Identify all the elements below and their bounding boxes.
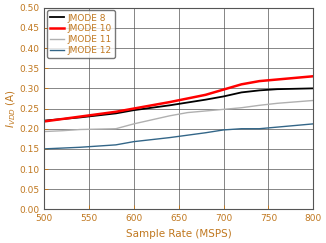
JMODE 12 [240, 127, 244, 130]
JMODE 8 [114, 112, 118, 115]
Y-axis label: $I_{VDD}$ (A): $I_{VDD}$ (A) [4, 89, 18, 128]
JMODE 8 [258, 89, 261, 92]
Line: JMODE 11: JMODE 11 [44, 100, 313, 131]
JMODE 10 [114, 110, 118, 113]
JMODE 12 [150, 138, 154, 141]
JMODE 10 [258, 80, 261, 83]
JMODE 8 [132, 109, 136, 112]
JMODE 11 [311, 99, 315, 102]
JMODE 8 [168, 104, 172, 107]
JMODE 8 [42, 119, 46, 122]
JMODE 10 [204, 93, 208, 96]
JMODE 11 [204, 110, 208, 113]
JMODE 12 [42, 148, 46, 150]
JMODE 12 [204, 131, 208, 134]
Line: JMODE 8: JMODE 8 [44, 88, 313, 121]
JMODE 8 [60, 118, 64, 121]
JMODE 8 [186, 101, 190, 104]
JMODE 10 [275, 78, 279, 81]
X-axis label: Sample Rate (MSPS): Sample Rate (MSPS) [126, 229, 231, 239]
JMODE 12 [186, 134, 190, 137]
JMODE 11 [114, 127, 118, 130]
JMODE 11 [78, 128, 82, 131]
JMODE 8 [311, 87, 315, 90]
Line: JMODE 12: JMODE 12 [44, 124, 313, 149]
JMODE 12 [114, 143, 118, 146]
JMODE 11 [96, 128, 100, 130]
JMODE 8 [78, 116, 82, 119]
JMODE 10 [150, 104, 154, 107]
JMODE 10 [168, 101, 172, 104]
JMODE 10 [96, 113, 100, 116]
JMODE 12 [275, 126, 279, 129]
JMODE 11 [132, 122, 136, 125]
JMODE 8 [275, 88, 279, 91]
JMODE 8 [150, 106, 154, 109]
JMODE 12 [96, 145, 100, 148]
JMODE 11 [42, 130, 46, 133]
JMODE 11 [168, 114, 172, 117]
JMODE 10 [60, 118, 64, 121]
JMODE 12 [168, 136, 172, 139]
JMODE 12 [132, 140, 136, 143]
JMODE 11 [186, 111, 190, 114]
JMODE 11 [222, 108, 226, 111]
JMODE 11 [240, 106, 244, 109]
JMODE 10 [311, 75, 315, 78]
JMODE 12 [222, 129, 226, 131]
JMODE 11 [275, 102, 279, 105]
JMODE 12 [311, 122, 315, 125]
JMODE 10 [186, 97, 190, 100]
JMODE 10 [132, 107, 136, 110]
JMODE 12 [60, 147, 64, 149]
JMODE 10 [78, 115, 82, 118]
JMODE 10 [42, 120, 46, 123]
JMODE 8 [222, 95, 226, 98]
JMODE 10 [240, 83, 244, 86]
Line: JMODE 10: JMODE 10 [44, 76, 313, 122]
Legend: JMODE 8, JMODE 10, JMODE 11, JMODE 12: JMODE 8, JMODE 10, JMODE 11, JMODE 12 [47, 10, 114, 58]
JMODE 11 [258, 104, 261, 107]
JMODE 10 [222, 88, 226, 91]
JMODE 8 [204, 98, 208, 101]
JMODE 8 [240, 91, 244, 94]
JMODE 12 [78, 146, 82, 149]
JMODE 8 [96, 114, 100, 117]
JMODE 11 [60, 129, 64, 132]
JMODE 12 [258, 127, 261, 130]
JMODE 11 [150, 118, 154, 121]
